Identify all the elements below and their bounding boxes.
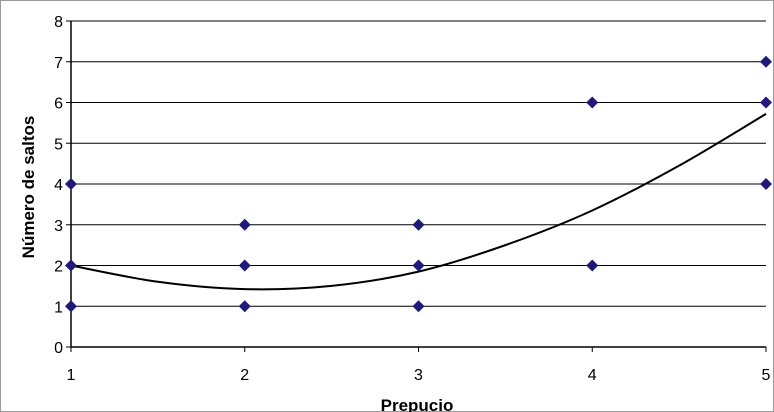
data-point — [65, 259, 77, 272]
data-points — [65, 55, 772, 313]
y-tick-label: 0 — [54, 340, 63, 357]
data-point — [586, 96, 599, 109]
data-point — [238, 259, 251, 272]
data-point — [238, 300, 251, 313]
y-tick-label: 2 — [54, 259, 63, 276]
y-tick-label: 1 — [54, 299, 63, 316]
x-tick-label: 4 — [588, 367, 597, 384]
data-point — [586, 259, 599, 272]
y-tick-label: 4 — [54, 177, 63, 194]
y-tick-label: 5 — [54, 136, 63, 153]
data-point — [238, 218, 251, 231]
data-point — [412, 259, 425, 272]
y-tick-label: 8 — [54, 14, 63, 31]
data-point — [760, 178, 772, 190]
x-tick-label: 5 — [762, 367, 771, 384]
data-point — [760, 55, 772, 68]
data-point — [760, 96, 772, 109]
y-tick-label: 7 — [54, 55, 63, 72]
x-tick-label: 3 — [414, 367, 423, 384]
y-axis-label: Número de saltos — [19, 116, 38, 259]
data-point — [412, 300, 425, 313]
data-point — [65, 300, 77, 313]
y-tick-labels: 0 1 2 3 4 5 6 7 8 — [54, 14, 71, 357]
trendline — [70, 113, 767, 291]
x-tick-labels: 1 2 3 4 5 — [67, 347, 771, 384]
y-tick-label: 6 — [54, 96, 63, 113]
x-axis-label: Prepucio — [381, 396, 454, 412]
x-tick-label: 2 — [240, 367, 249, 384]
data-point — [412, 218, 425, 231]
x-tick-label: 1 — [67, 367, 76, 384]
gridlines — [71, 20, 766, 307]
y-tick-label: 3 — [54, 218, 63, 235]
data-point — [65, 178, 77, 190]
